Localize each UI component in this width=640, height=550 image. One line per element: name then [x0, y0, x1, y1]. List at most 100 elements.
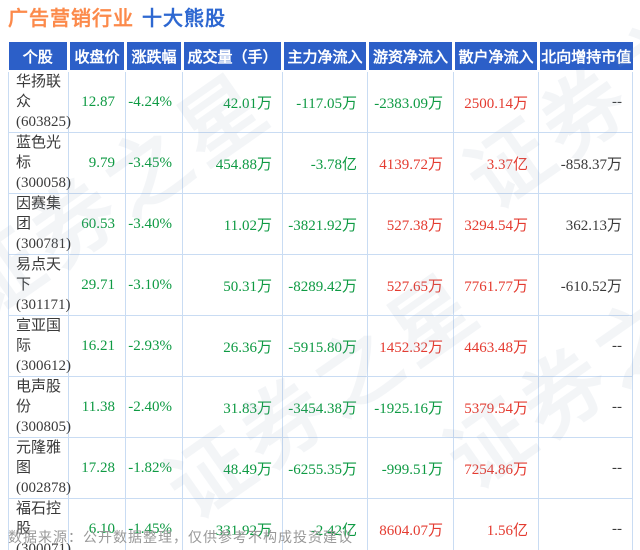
- close-price-cell: 17.28: [68, 437, 126, 499]
- stock-name-cell: 宣亚国际 (300612): [8, 315, 71, 377]
- stock-name: 福石控股: [16, 501, 62, 537]
- main-net-inflow-cell: -3821.92万: [282, 193, 368, 255]
- change-percent-cell: -2.93%: [125, 315, 183, 377]
- volume-cell: 331.92万: [182, 498, 283, 550]
- change-percent-cell: -1.82%: [125, 437, 183, 499]
- northbound-holding-cell: 362.13万: [538, 193, 633, 255]
- column-header: 收盘价: [67, 42, 126, 72]
- stock-code: (002878): [16, 480, 71, 496]
- volume-cell: 42.01万: [182, 70, 283, 133]
- table-body: 华扬联众 (603825) 12.87 -4.24% 42.01万 -117.05万 -23…: [8, 70, 633, 550]
- stock-name-cell: 因赛集团 (300781): [8, 193, 71, 255]
- title-industry: 广告营销行业: [8, 8, 134, 30]
- close-price-cell: 11.38: [68, 376, 126, 438]
- close-price-cell: 9.79: [68, 132, 126, 194]
- column-header: 涨跌幅: [124, 42, 183, 72]
- northbound-holding-cell: -858.37万: [538, 132, 633, 194]
- northbound-holding-cell: --: [538, 437, 633, 499]
- hot-money-net-inflow-cell: 4139.72万: [367, 132, 454, 194]
- stock-name: 蓝色光标: [16, 135, 62, 171]
- stock-name: 易点天下: [16, 257, 62, 293]
- table-row: 元隆雅图 (002878) 17.28 -1.82% 48.49万 -6255.35万 -9…: [8, 437, 633, 499]
- hot-money-net-inflow-cell: 527.65万: [367, 254, 454, 316]
- northbound-holding-cell: --: [538, 70, 633, 133]
- retail-net-inflow-cell: 3294.54万: [453, 193, 539, 255]
- data-source-note: 数据来源：公开数据整理，仅供参考不构成投资建议: [8, 531, 353, 546]
- close-price-cell: 60.53: [68, 193, 126, 255]
- volume-cell: 48.49万: [182, 437, 283, 499]
- hot-money-net-inflow-cell: 1452.32万: [367, 315, 454, 377]
- close-price-cell: 16.21: [68, 315, 126, 377]
- stock-code: (300612): [16, 358, 71, 374]
- stock-name-cell: 易点天下 (301171): [8, 254, 71, 316]
- column-header: 成交量（手）: [181, 42, 283, 72]
- retail-net-inflow-cell: 2500.14万: [453, 70, 539, 133]
- stock-name: 华扬联众: [16, 74, 62, 110]
- change-percent-cell: -4.24%: [125, 70, 183, 133]
- stock-name-cell: 华扬联众 (603825): [8, 70, 71, 133]
- change-percent-cell: -3.45%: [125, 132, 183, 194]
- change-percent-cell: -3.40%: [125, 193, 183, 255]
- stock-name: 元隆雅图: [16, 440, 62, 476]
- header-row: 个股 收盘价 涨跌幅 成交量（手） 主力净流入 游资净流入 散户净流入 北向增持市值: [8, 42, 633, 72]
- stocks-table: 个股 收盘价 涨跌幅 成交量（手） 主力净流入 游资净流入 散户净流入 北向增持市值 华扬联众…: [8, 42, 633, 550]
- hot-money-net-inflow-cell: 527.38万: [367, 193, 454, 255]
- volume-cell: 26.36万: [182, 315, 283, 377]
- page-title: 广告营销行业 十大熊股: [8, 2, 226, 31]
- northbound-holding-cell: --: [538, 498, 633, 550]
- retail-net-inflow-cell: 4463.48万: [453, 315, 539, 377]
- hot-money-net-inflow-cell: -999.51万: [367, 437, 454, 499]
- main-net-inflow-cell: -3454.38万: [282, 376, 368, 438]
- table-row: 华扬联众 (603825) 12.87 -4.24% 42.01万 -117.05万 -23…: [8, 70, 633, 133]
- stock-code: (300071): [16, 541, 71, 550]
- main-net-inflow-cell: -117.05万: [282, 70, 368, 133]
- volume-cell: 454.88万: [182, 132, 283, 194]
- change-percent-cell: -2.40%: [125, 376, 183, 438]
- table-row: 宣亚国际 (300612) 16.21 -2.93% 26.36万 -5915.80万 14…: [8, 315, 633, 377]
- column-header: 个股: [8, 42, 69, 72]
- main-net-inflow-cell: -6255.35万: [282, 437, 368, 499]
- northbound-holding-cell: -610.52万: [538, 254, 633, 316]
- column-header: 散户净流入: [452, 42, 539, 72]
- stock-code: (300781): [16, 236, 71, 252]
- stock-name-cell: 元隆雅图 (002878): [8, 437, 71, 499]
- table-row: 蓝色光标 (300058) 9.79 -3.45% 454.88万 -3.78亿 4139.…: [8, 132, 633, 194]
- table-row: 电声股份 (300805) 11.38 -2.40% 31.83万 -3454.38万 -1…: [8, 376, 633, 438]
- main-net-inflow-cell: -8289.42万: [282, 254, 368, 316]
- volume-cell: 11.02万: [182, 193, 283, 255]
- stock-name-cell: 电声股份 (300805): [8, 376, 71, 438]
- stock-name: 宣亚国际: [16, 318, 62, 354]
- stock-name-cell: 蓝色光标 (300058): [8, 132, 71, 194]
- hot-money-net-inflow-cell: 8604.07万: [367, 498, 454, 550]
- table-row: 因赛集团 (300781) 60.53 -3.40% 11.02万 -3821.92万 52…: [8, 193, 633, 255]
- main-net-inflow-cell: -5915.80万: [282, 315, 368, 377]
- close-price-cell: 6.10: [68, 498, 126, 550]
- retail-net-inflow-cell: 7254.86万: [453, 437, 539, 499]
- table-row: 易点天下 (301171) 29.71 -3.10% 50.31万 -8289.42万 52…: [8, 254, 633, 316]
- retail-net-inflow-cell: 1.56亿: [453, 498, 539, 550]
- column-header: 游资净流入: [366, 42, 454, 72]
- volume-cell: 50.31万: [182, 254, 283, 316]
- stock-code: (301171): [16, 297, 71, 313]
- retail-net-inflow-cell: 5379.54万: [453, 376, 539, 438]
- change-percent-cell: -3.10%: [125, 254, 183, 316]
- close-price-cell: 29.71: [68, 254, 126, 316]
- close-price-cell: 12.87: [68, 70, 126, 133]
- northbound-holding-cell: --: [538, 376, 633, 438]
- main-net-inflow-cell: -2.42亿: [282, 498, 368, 550]
- northbound-holding-cell: --: [538, 315, 633, 377]
- stock-code: (300805): [16, 419, 71, 435]
- main-net-inflow-cell: -3.78亿: [282, 132, 368, 194]
- title-suffix: 十大熊股: [142, 8, 226, 30]
- stock-code: (603825): [16, 114, 71, 130]
- hot-money-net-inflow-cell: -2383.09万: [367, 70, 454, 133]
- table-row: 福石控股 (300071) 6.10 -1.45% 331.92万 -2.42亿 8604.…: [8, 498, 633, 550]
- stock-name: 电声股份: [16, 379, 62, 415]
- stock-code: (300058): [16, 175, 71, 191]
- hot-money-net-inflow-cell: -1925.16万: [367, 376, 454, 438]
- stock-name: 因赛集团: [16, 196, 62, 232]
- column-header: 北向增持市值: [537, 42, 633, 72]
- column-header: 主力净流入: [281, 42, 368, 72]
- stock-name-cell: 福石控股 (300071): [8, 498, 71, 550]
